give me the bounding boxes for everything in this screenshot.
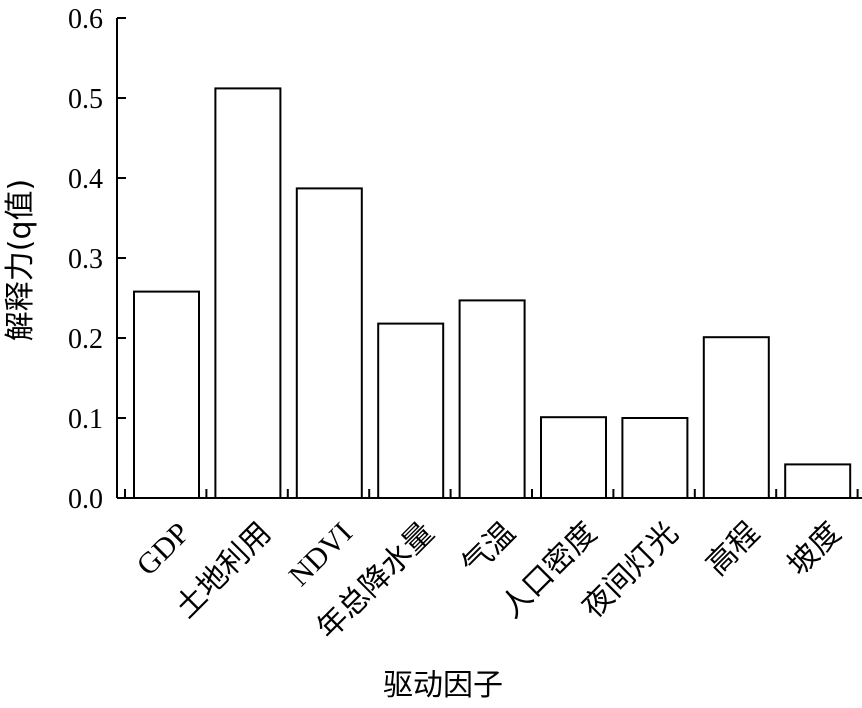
x-tick-label: 气温 (456, 516, 522, 582)
bars-group (133, 87, 852, 500)
y-tick-label: 0.6 (68, 4, 103, 35)
x-tick-label: NDVI (283, 516, 359, 592)
bar (702, 336, 770, 500)
y-tick-label: 0.5 (68, 84, 103, 115)
x-tick-label: 坡度 (782, 516, 848, 582)
x-axis-title: 驱动因子 (383, 668, 503, 703)
x-tick-label: GDP (130, 516, 196, 582)
bar (133, 290, 200, 499)
bar (377, 322, 445, 499)
bar (621, 417, 689, 499)
x-tick-label: 高程 (700, 516, 766, 582)
bar (214, 87, 282, 500)
bar (458, 299, 526, 499)
bar (784, 463, 852, 499)
y-tick-label: 0.0 (68, 484, 103, 515)
bar (540, 416, 607, 500)
y-axis-title: 解释力(q值) (3, 179, 38, 341)
bar (295, 187, 363, 499)
y-tick-label: 0.1 (68, 404, 103, 435)
y-ticks-group: 0.0 0.1 0.2 0.3 0.4 0.5 0.6 (68, 4, 126, 515)
y-tick-label: 0.3 (68, 244, 103, 275)
y-tick-label: 0.2 (68, 324, 103, 355)
y-tick-label: 0.4 (68, 164, 103, 195)
